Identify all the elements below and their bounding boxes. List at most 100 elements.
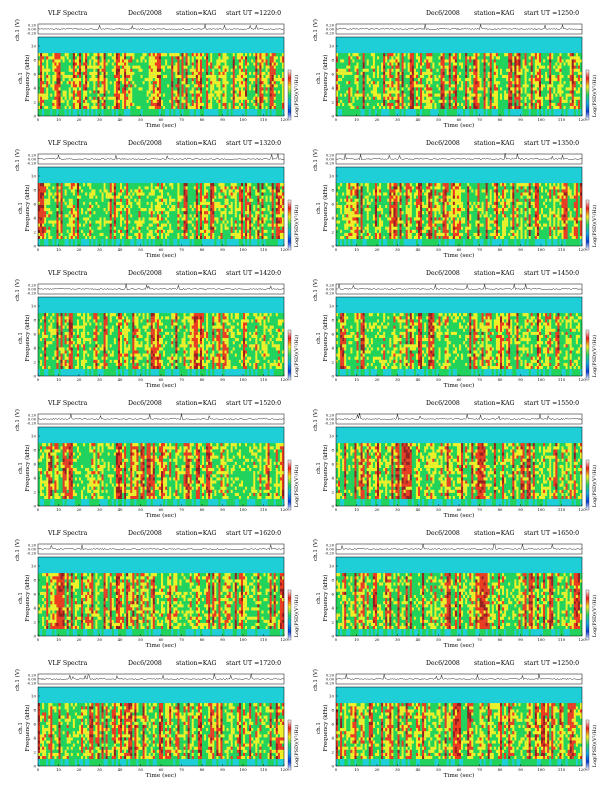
spectrogram-cell: [214, 102, 217, 106]
spectrogram-cell: [510, 77, 513, 82]
spectrogram-cell: [383, 109, 386, 116]
spectrogram-cell: [418, 77, 421, 82]
spectrogram-cell: [452, 65, 455, 69]
spectrogram-cell: [269, 99, 272, 103]
spectrogram-cell: [336, 62, 339, 66]
spectrogram-cell: [238, 87, 242, 91]
spectrogram-cell: [212, 109, 215, 116]
spectrogram-cell: [212, 105, 215, 110]
spectrogram-cell: [87, 59, 90, 63]
spectrogram-cell: [232, 93, 235, 97]
spectrogram-cell: [374, 71, 378, 75]
spectrogram-cell: [504, 87, 507, 91]
spectrogram-cell: [64, 105, 67, 110]
spectrogram-cell: [269, 90, 272, 94]
spectrogram-cell: [152, 87, 155, 91]
spectrogram-cell: [483, 84, 486, 88]
spectrogram-cell: [263, 90, 266, 94]
spectrogram-cell: [115, 56, 119, 60]
spectrogram-cell: [506, 65, 509, 69]
spectrogram-cell: [238, 62, 242, 66]
spectrogram-cell: [442, 68, 445, 72]
spectrogram-cell: [38, 186, 41, 190]
spectrogram-cell: [232, 68, 235, 72]
spectrogram-cell: [181, 105, 184, 110]
spectrogram-cell: [56, 59, 59, 63]
spectrogram-cell: [243, 62, 246, 66]
spectrogram-cell: [269, 93, 272, 97]
spectrogram-cell: [532, 77, 535, 82]
spectrogram-cell: [240, 65, 244, 69]
spectrogram-cell: [253, 81, 256, 85]
spectrogram-cell: [504, 59, 507, 63]
spectrogram-cell: [163, 90, 166, 94]
spectrogram-cell: [516, 62, 519, 66]
spectrogram-cell: [101, 77, 104, 82]
spectrogram-cell: [68, 239, 71, 246]
spectrogram-cell: [257, 87, 260, 91]
spectrogram-cell: [530, 81, 533, 85]
spectrogram-cell: [362, 71, 365, 75]
spectrogram-cell: [553, 87, 556, 91]
spectrogram-cell: [109, 77, 112, 82]
spectrogram-cell: [393, 65, 396, 69]
spectrogram-cell: [350, 53, 353, 57]
spectrogram-cell: [459, 87, 462, 91]
spectrogram-cell: [538, 96, 542, 100]
spectrogram-cell: [543, 56, 546, 60]
spectrogram-cell: [356, 62, 359, 66]
spectrogram-cell: [83, 105, 86, 110]
spectrogram-cell: [216, 71, 219, 75]
spectrogram-cell: [187, 62, 190, 66]
spectrogram-cell: [93, 99, 96, 103]
spectrogram-cell: [142, 53, 145, 57]
spectrogram-cell: [58, 102, 61, 106]
spectrogram-cell: [95, 105, 98, 110]
spectrogram-cell: [255, 59, 258, 63]
spectrogram-cell: [454, 74, 458, 79]
spectrogram-cell: [230, 62, 233, 66]
spectrogram-cell: [193, 53, 196, 57]
spectrogram-cell: [132, 99, 135, 103]
spectrogram-cell: [93, 56, 96, 60]
spectrogram-cell: [489, 102, 492, 106]
spectrogram-cell: [401, 90, 404, 94]
spectrogram-cell: [368, 53, 371, 57]
spectrogram-cell: [551, 74, 554, 79]
spectrogram-cell: [538, 99, 542, 103]
spectrogram-cell: [473, 65, 476, 69]
spectrogram-cell: [536, 84, 540, 88]
spectrogram-cell: [263, 109, 266, 116]
spectrogram-cell: [358, 53, 361, 57]
spectrogram-cell: [74, 77, 78, 82]
spectrogram-cell: [471, 99, 474, 103]
spectrogram-cell: [364, 53, 367, 57]
spectrogram-cell: [210, 68, 213, 72]
spectrogram-cell: [70, 59, 73, 63]
spectrogram-cell: [183, 105, 186, 110]
spectrogram-cell: [557, 81, 560, 85]
spectrogram-cell: [40, 214, 43, 218]
spectrogram-cell: [271, 105, 274, 110]
spectrogram-cell: [234, 59, 237, 63]
spectrogram-cell: [495, 81, 499, 85]
spectrogram-cell: [210, 105, 213, 110]
spectrogram-cell: [234, 77, 237, 82]
spectrogram-cell: [391, 87, 394, 91]
spectrogram-cell: [381, 99, 384, 103]
spectrogram-cell: [56, 99, 59, 103]
spectrogram-cell: [360, 71, 363, 75]
spectrogram-cell: [469, 68, 472, 72]
spectrogram-cell: [565, 102, 568, 106]
spectrogram-cell: [352, 53, 355, 57]
spectrogram-cell: [366, 53, 369, 57]
spectrogram-cell: [528, 90, 531, 94]
spectrogram-cell: [456, 84, 460, 88]
spectrogram-cell: [85, 96, 88, 100]
spectrogram-cell: [251, 102, 254, 106]
spectrogram-cell: [389, 71, 392, 75]
spectrogram-cell: [253, 65, 256, 69]
spectrogram-cell: [518, 53, 521, 57]
spectrogram-cell: [85, 105, 88, 110]
spectrogram-cell: [167, 93, 170, 97]
